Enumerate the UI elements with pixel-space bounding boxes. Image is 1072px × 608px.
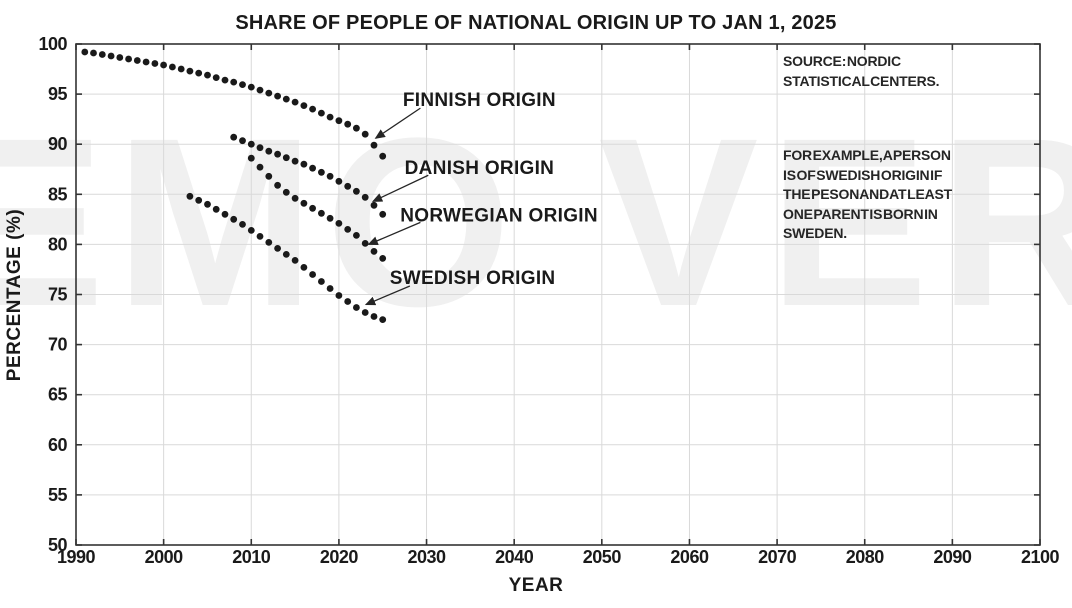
example-note-line: SWEDEN. bbox=[783, 225, 847, 241]
y-tick-label: 100 bbox=[38, 34, 67, 54]
x-tick-label: 2080 bbox=[846, 547, 885, 567]
x-tick-label: 2000 bbox=[145, 547, 184, 567]
source-note-line: SOURCE: NORDIC bbox=[783, 53, 901, 69]
x-tick-label: 1990 bbox=[57, 547, 96, 567]
x-tick-label: 2050 bbox=[583, 547, 622, 567]
series-swedish-origin-label: SWEDISH ORIGIN bbox=[390, 268, 556, 289]
series-swedish-origin-arrow bbox=[364, 285, 411, 306]
x-tick-labels: 1990 2000 2010 2020 2030 2040 2050 2060 2070 2080… bbox=[57, 547, 1060, 567]
x-axis-title: YEAR bbox=[508, 575, 564, 596]
x-tick-label: 2060 bbox=[670, 547, 709, 567]
source-note-line: STATISTICAL CENTERS. bbox=[783, 72, 940, 89]
series-finnish-origin-points bbox=[81, 48, 387, 160]
y-tick-label: 75 bbox=[48, 285, 68, 305]
x-tick-label: 2070 bbox=[758, 547, 797, 567]
chart-title: SHARE OF PEOPLE OF NATIONAL ORIGIN UP TO… bbox=[235, 12, 837, 34]
example-note-line: THE PESON AND AT LEAST bbox=[783, 186, 952, 202]
example-note-line: FOR EXAMPLE, A PERSON bbox=[783, 147, 951, 163]
axis-ticks bbox=[75, 43, 1041, 546]
x-tick-label: 2010 bbox=[232, 547, 271, 567]
x-tick-label: 2090 bbox=[933, 547, 972, 567]
x-tick-label: 2030 bbox=[408, 547, 447, 567]
example-note-line: IS OF SWEDISH ORIGIN IF bbox=[783, 166, 943, 183]
series-danish-origin-arrow bbox=[371, 174, 429, 202]
example-note-line: ONE PARENT IS BORN IN bbox=[783, 205, 938, 222]
y-tick-label: 60 bbox=[48, 435, 68, 455]
x-tick-label: 2100 bbox=[1021, 547, 1060, 567]
source-note: SOURCE: NORDIC STATISTICAL CENTERS. bbox=[783, 52, 940, 91]
x-tick-label: 2040 bbox=[495, 547, 534, 567]
demo-version-watermark: EMO VER bbox=[0, 88, 1072, 356]
series-norwegian-origin-arrow bbox=[367, 221, 421, 246]
y-tick-label: 85 bbox=[48, 184, 68, 204]
series-finnish-origin-arrow bbox=[374, 107, 421, 139]
series-norwegian-origin-points bbox=[247, 154, 387, 262]
gridlines bbox=[76, 44, 1040, 545]
example-note: FOR EXAMPLE, A PERSON IS OF SWEDISH ORIG… bbox=[783, 146, 952, 244]
y-tick-label: 50 bbox=[48, 535, 68, 555]
series-finnish-origin-label: FINNISH ORIGIN bbox=[403, 90, 556, 111]
series-danish-origin-points bbox=[230, 133, 387, 218]
y-tick-label: 80 bbox=[48, 234, 68, 254]
y-tick-label: 55 bbox=[48, 485, 68, 505]
y-tick-labels: 50 55 60 65 70 75 80 85 90 95 100 bbox=[38, 34, 68, 555]
y-axis-title: PERCENTAGE (%) bbox=[4, 208, 25, 382]
x-tick-label: 2020 bbox=[320, 547, 359, 567]
y-tick-label: 65 bbox=[48, 385, 68, 405]
y-tick-label: 70 bbox=[48, 335, 68, 355]
series-swedish-origin-points bbox=[186, 192, 387, 323]
series-norwegian-origin-label: NORWEGIAN ORIGIN bbox=[400, 205, 598, 226]
y-tick-label: 90 bbox=[48, 134, 68, 154]
series-danish-origin-label: DANISH ORIGIN bbox=[405, 158, 555, 179]
y-tick-label: 95 bbox=[48, 84, 68, 104]
